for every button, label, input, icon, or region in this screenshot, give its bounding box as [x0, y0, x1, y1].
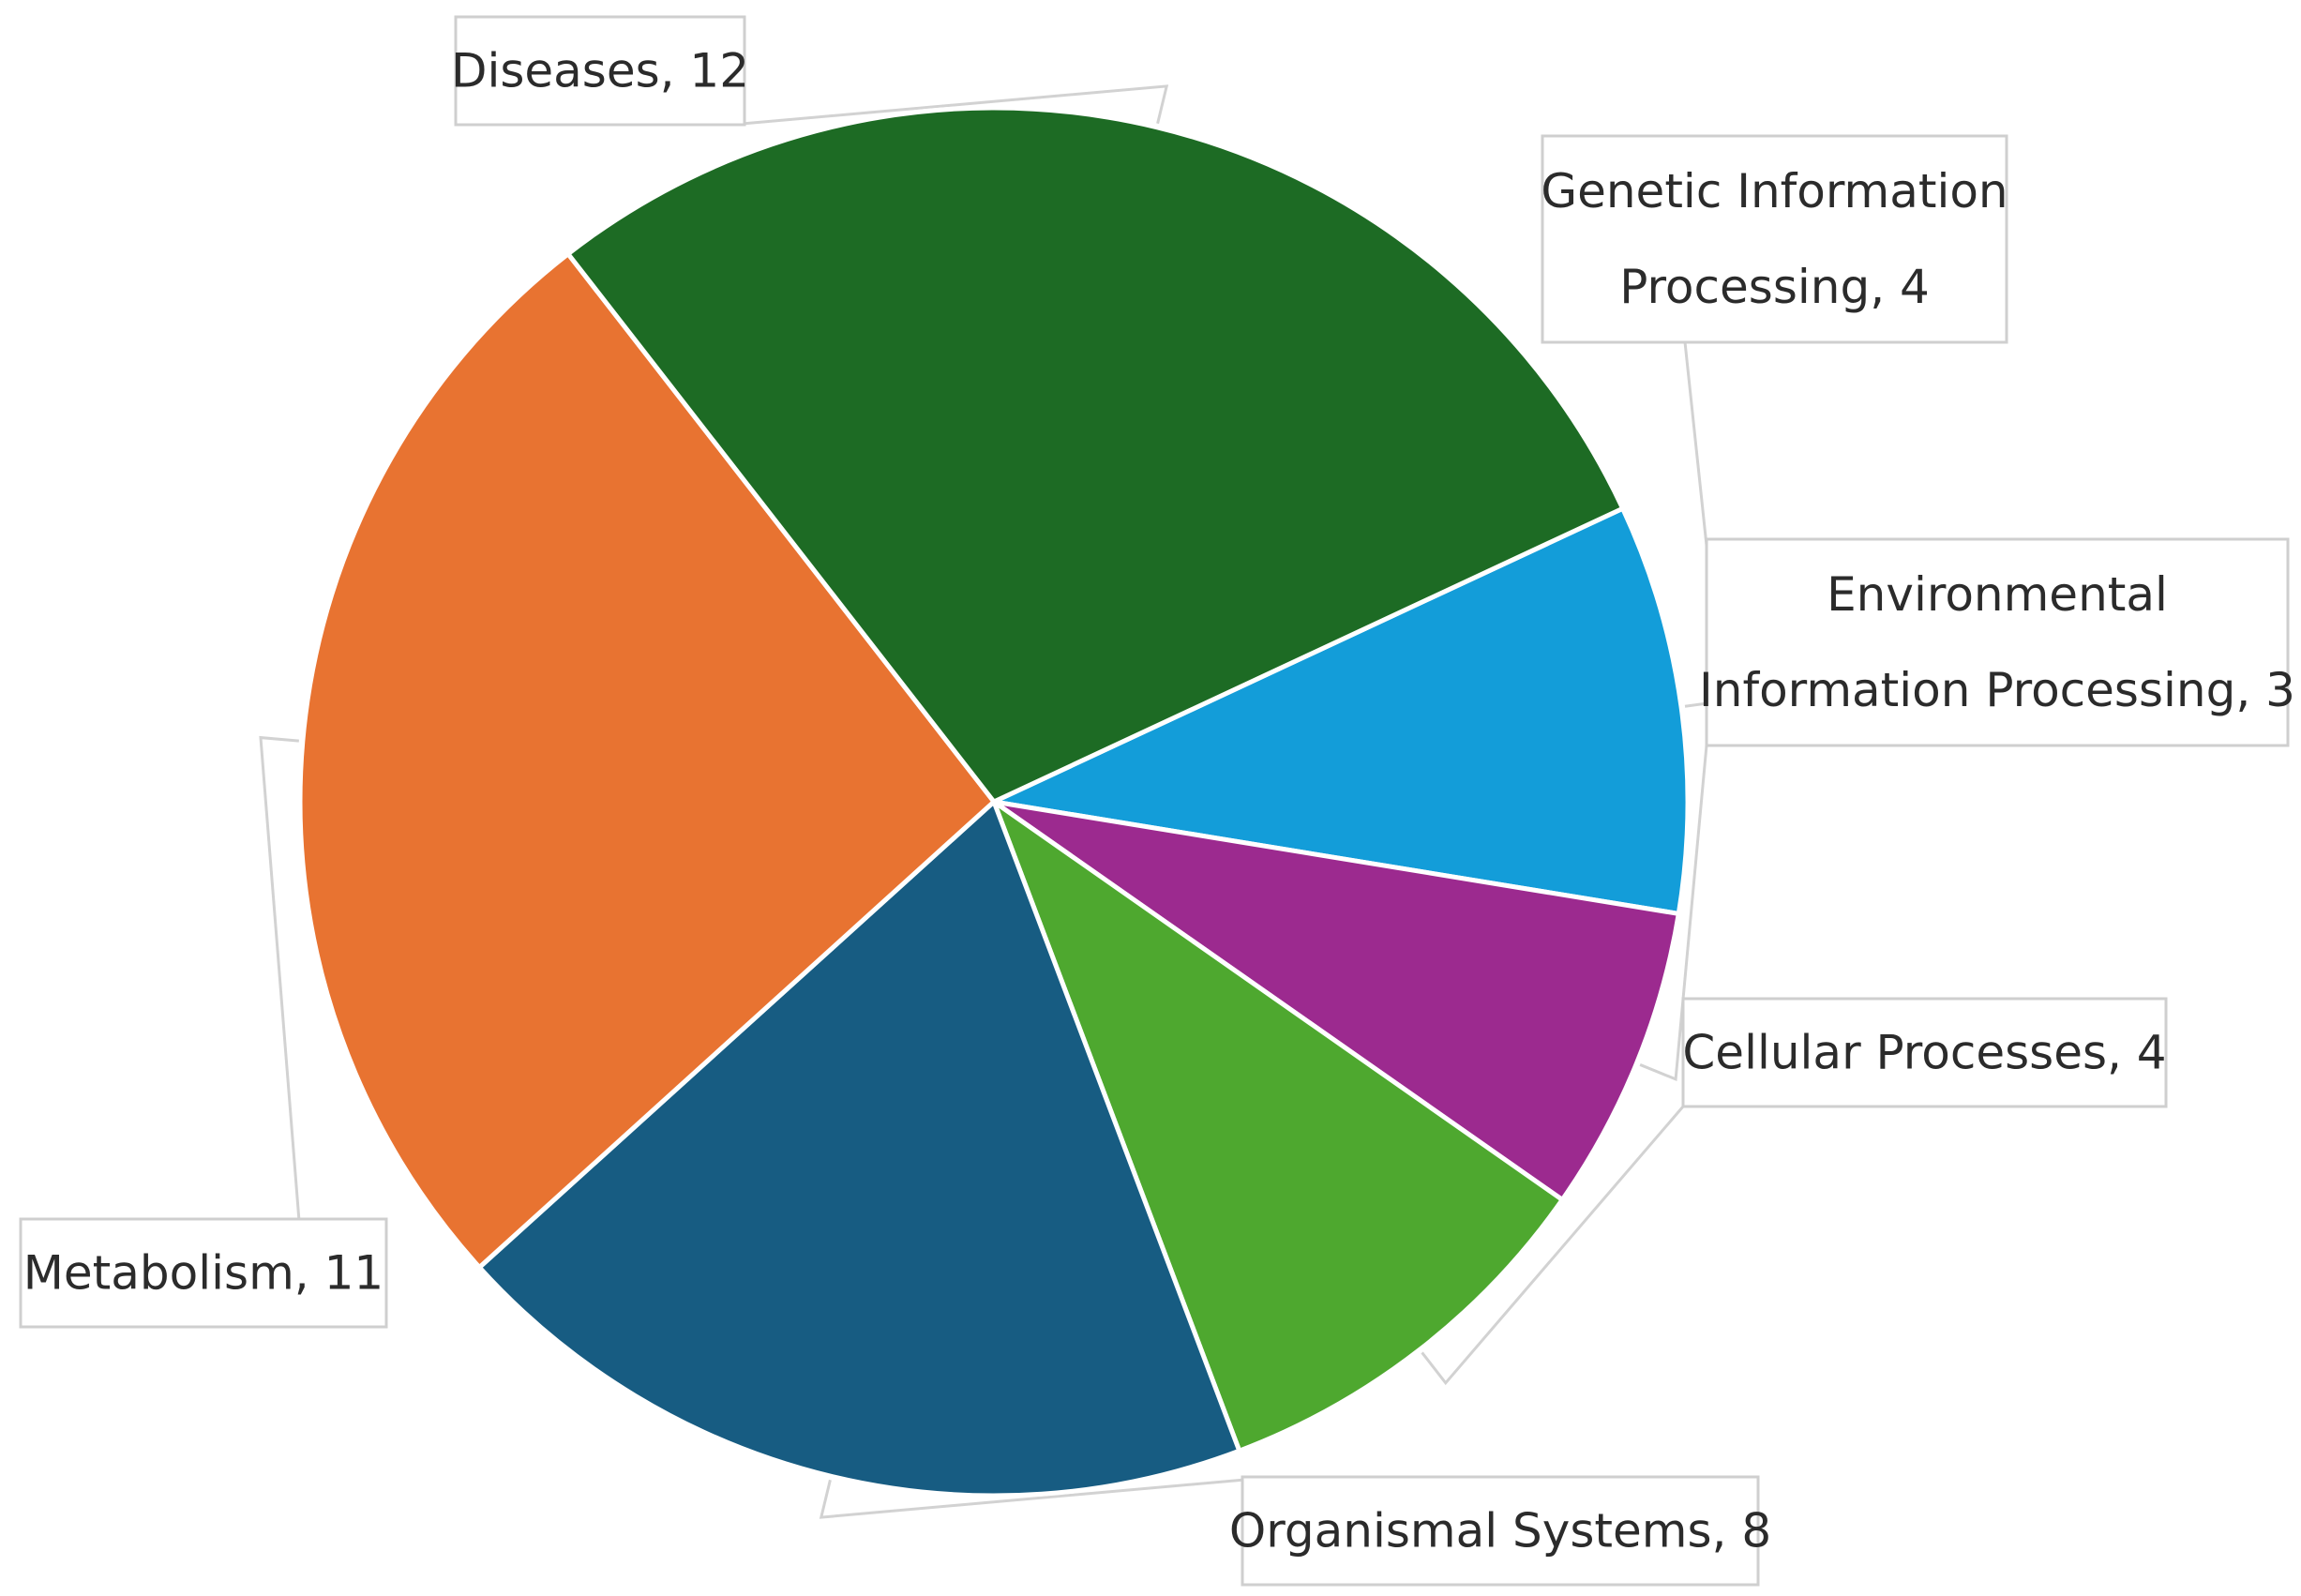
- leader-line-diseases: [744, 84, 1169, 126]
- data-label-box-environmental-information-processing: [1705, 537, 2290, 747]
- data-label-box-cellular-processes: [1681, 997, 2168, 1108]
- data-label-cellular-processes: Cellular Processes, 4: [1682, 1026, 2166, 1080]
- data-label-genetic-information-processing-line-2: Processing, 4: [1619, 260, 1930, 314]
- data-label-box-diseases: [454, 15, 746, 127]
- pie-slice-diseases: [565, 105, 1626, 805]
- pie-slice-cellular-processes: [991, 799, 1565, 1453]
- pie-slice-metabolism: [297, 251, 997, 1271]
- pie-slice-organismal-systems: [476, 799, 1242, 1498]
- pie-slice-environmental-information-processing: [991, 799, 1681, 1202]
- data-labels: Genetic Information Processing, 4 Environm…: [19, 15, 2295, 1587]
- data-label-metabolism: Metabolism, 11: [23, 1246, 384, 1301]
- leader-line-organismal-systems: [819, 1478, 1243, 1519]
- leader-line-metabolism: [259, 735, 301, 1220]
- data-label-genetic-information-processing-line-1: Genetic Information: [1541, 164, 2008, 218]
- leader-lines: [259, 84, 1725, 1519]
- data-label-organismal-systems: Organismal Systems, 8: [1229, 1504, 1771, 1558]
- data-label-diseases: Diseases, 12: [451, 44, 749, 98]
- pie-slice-genetic-information-processing: [991, 505, 1691, 916]
- pie-slices: [297, 105, 1691, 1498]
- data-label-box-metabolism: [19, 1217, 388, 1329]
- data-label-box-genetic-information-processing: [1541, 134, 2008, 344]
- leader-line-cellular-processes: [1421, 1106, 1685, 1386]
- leader-line-environmental-information-processing: [1639, 745, 1708, 1082]
- data-label-environmental-information-processing-line-1: Environmental: [1827, 567, 2168, 622]
- data-label-environmental-information-processing-line-2: Information Processing, 3: [1699, 663, 2295, 717]
- data-label-box-organismal-systems: [1241, 1475, 1760, 1587]
